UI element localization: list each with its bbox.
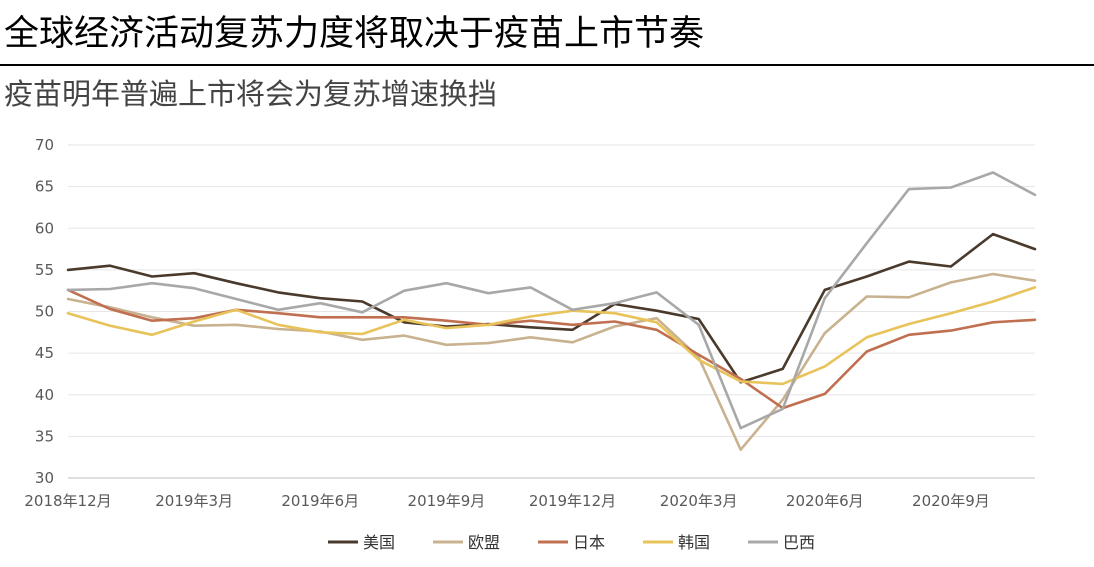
series-line-4 — [66, 171, 1037, 430]
y-tick-label: 40 — [35, 386, 54, 404]
chart-subtitle: 疫苗明年普遍上市将会为复苏增速换挡 — [4, 77, 498, 111]
series-line-0 — [66, 232, 1037, 384]
series-line-3 — [66, 286, 1037, 386]
x-tick-label: 2020年3月 — [660, 492, 738, 510]
legend-label: 巴西 — [783, 533, 815, 552]
chart-title: 全球经济活动复苏力度将取决于疫苗上市节奏 — [4, 14, 705, 54]
title-divider — [0, 64, 1094, 66]
y-tick-label: 55 — [35, 261, 54, 279]
legend-label: 韩国 — [678, 533, 710, 552]
x-tick-label: 2019年12月 — [529, 492, 616, 510]
series-line-2 — [66, 288, 1037, 410]
y-tick-label: 30 — [35, 469, 54, 487]
y-tick-label: 60 — [35, 219, 54, 237]
y-tick-label: 70 — [35, 136, 54, 154]
legend: 美国 欧盟 日本 韩国 巴西 — [328, 533, 815, 552]
gridlines — [68, 144, 1035, 479]
legend-label: 欧盟 — [468, 533, 500, 552]
legend-label: 美国 — [363, 533, 395, 552]
y-tick-label: 50 — [35, 303, 54, 321]
y-tick-label: 65 — [35, 178, 54, 196]
series-line-1 — [66, 272, 1037, 452]
x-tick-label: 2019年3月 — [155, 492, 233, 510]
series-lines — [66, 171, 1037, 452]
x-tick-label: 2020年9月 — [912, 492, 990, 510]
x-axis-ticks: 2018年12月 2019年3月 2019年6月 2019年9月 2019年12月 202… — [24, 492, 989, 510]
y-tick-label: 45 — [35, 344, 54, 362]
y-tick-label: 35 — [35, 427, 54, 445]
y-axis-ticks: 30 35 40 45 50 55 60 65 70 — [35, 136, 54, 487]
x-tick-label: 2019年6月 — [281, 492, 359, 510]
x-tick-label: 2018年12月 — [24, 492, 111, 510]
x-tick-label: 2020年6月 — [786, 492, 864, 510]
legend-label: 日本 — [573, 533, 605, 552]
x-tick-label: 2019年9月 — [408, 492, 486, 510]
